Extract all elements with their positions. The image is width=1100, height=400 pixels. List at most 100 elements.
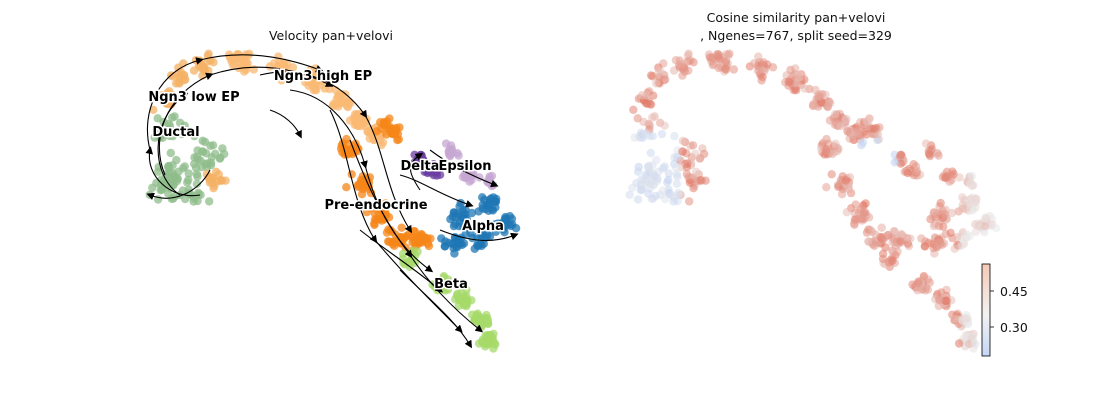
cell-point-cosine — [661, 194, 670, 204]
cell-point — [470, 244, 479, 253]
streamline — [269, 109, 302, 139]
cell-point-cosine — [701, 176, 710, 185]
cell-point-cosine — [958, 193, 967, 202]
cell-point-cosine — [682, 162, 692, 172]
streamline — [399, 174, 474, 208]
cell-point-cosine — [836, 122, 845, 131]
cell-point — [341, 147, 350, 156]
cell-point — [466, 228, 475, 237]
cell-point-cosine — [678, 147, 687, 156]
cell-point-cosine — [685, 178, 695, 187]
velocity-streamlines — [145, 54, 519, 349]
cell-point — [211, 149, 220, 158]
cell-point-cosine — [670, 131, 679, 141]
cell-point — [181, 75, 190, 84]
cell-point-cosine — [669, 197, 678, 206]
cell-point — [194, 188, 203, 197]
cell-point-cosine — [674, 188, 683, 197]
cell-point-cosine — [850, 220, 859, 230]
cell-point — [168, 113, 177, 122]
cell-point-cosine — [934, 151, 943, 160]
cell-point-cosine — [822, 183, 831, 192]
cosine-panel-title-line2: , Ngenes=767, split seed=329 — [700, 28, 892, 43]
cell-point-cosine — [637, 91, 646, 100]
cell-point-cosine — [684, 49, 693, 58]
cell-point — [350, 110, 360, 119]
cell-point-cosine — [646, 71, 656, 80]
cell-point-cosine — [827, 170, 836, 179]
cell-point-cosine — [921, 139, 931, 148]
cell-point-cosine — [870, 124, 879, 133]
cell-point — [481, 314, 491, 323]
cell-point — [249, 65, 258, 74]
streamline — [410, 152, 424, 191]
cell-point — [449, 208, 458, 217]
streamline — [359, 229, 443, 293]
cell-point — [329, 99, 338, 109]
cell-point-cosine — [914, 277, 923, 286]
cell-point — [202, 162, 212, 172]
cell-point — [373, 214, 383, 223]
cell-point — [171, 79, 181, 88]
cell-point-cosine — [935, 295, 944, 304]
cell-point-cosine — [861, 199, 870, 208]
cell-point-cosine — [982, 214, 991, 223]
cell-point — [437, 234, 446, 243]
cell-point — [193, 172, 202, 181]
streamline — [349, 139, 484, 333]
cell-point-cosine — [651, 191, 660, 201]
cell-point — [459, 222, 468, 231]
cell-point-cosine — [625, 190, 634, 199]
cell-point — [205, 178, 215, 187]
cell-point-cosine — [661, 75, 670, 84]
cell-point-cosine — [929, 208, 938, 217]
cell-point — [161, 129, 170, 139]
cell-point — [444, 238, 453, 247]
cell-point-cosine — [841, 176, 851, 185]
cell-point — [487, 171, 497, 181]
cell-point — [454, 238, 463, 247]
cell-point-cosine — [754, 66, 764, 75]
cluster-label-beta: Beta — [434, 277, 468, 292]
cell-point — [198, 147, 207, 156]
cell-point — [269, 59, 279, 68]
cell-point-cosine — [938, 172, 948, 182]
cell-point-cosine — [952, 232, 962, 242]
cell-point — [409, 227, 419, 236]
cell-point-cosine — [652, 155, 661, 165]
cell-point-cosine — [815, 92, 824, 101]
cell-point-cosine — [947, 208, 957, 218]
cell-point — [209, 58, 218, 67]
cell-point — [192, 152, 202, 161]
cell-point — [161, 99, 171, 108]
cell-point — [208, 141, 218, 150]
cell-point — [477, 241, 486, 251]
cluster-label-pre-endocrine: Pre-endocrine — [324, 198, 427, 213]
cell-point-cosine — [843, 126, 852, 136]
cell-point — [320, 84, 329, 93]
cell-point — [356, 122, 365, 131]
cell-point-cosine — [672, 152, 682, 161]
cell-point-cosine — [664, 169, 673, 178]
cell-point-cosine — [954, 339, 964, 348]
cluster-labels: Ngn3 low EP Ngn3 high EP Ductal Pre-endo… — [147, 68, 506, 294]
cell-point-cosine — [861, 208, 870, 217]
cell-point — [184, 175, 193, 185]
cell-point — [166, 148, 175, 158]
cluster-label-ngn3-low-ep: Ngn3 low EP — [148, 90, 239, 105]
cell-point — [172, 155, 181, 165]
cell-point — [432, 166, 442, 176]
cell-point-cosine — [649, 180, 658, 190]
cell-point-cosine — [715, 55, 724, 64]
cell-point-cosine — [800, 84, 809, 93]
cell-point-cosine — [966, 178, 975, 188]
cell-point-cosine — [877, 223, 886, 232]
cell-point-cosine — [784, 77, 793, 86]
cell-point — [149, 105, 158, 115]
cell-point — [177, 129, 187, 139]
cell-point-cosine — [958, 204, 967, 213]
cell-point — [478, 204, 487, 213]
cell-point-cosine — [871, 230, 880, 239]
cell-point — [444, 149, 454, 158]
